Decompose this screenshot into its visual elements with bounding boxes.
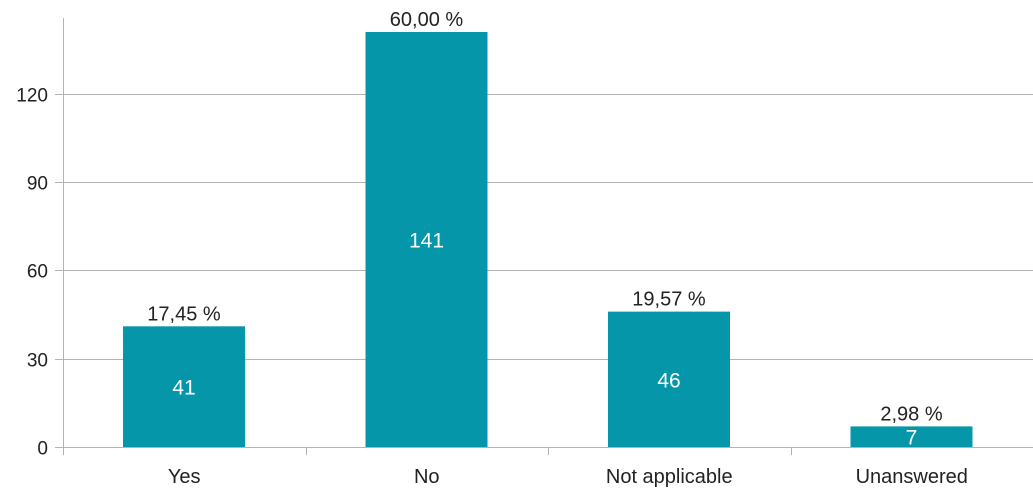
bars	[123, 32, 973, 447]
bar	[123, 326, 245, 447]
bar-percent-label: 17,45 %	[147, 303, 221, 325]
bar-value-label: 41	[172, 377, 195, 400]
y-tick-label: 90	[27, 174, 48, 195]
bar-percent-label: 2,98 %	[880, 403, 942, 425]
y-tick-label: 0	[37, 439, 48, 460]
x-category-label: Unanswered	[856, 466, 968, 488]
bar	[850, 426, 973, 447]
y-tick-label: 30	[27, 351, 48, 372]
y-tick-label: 120	[16, 86, 48, 107]
axes	[55, 18, 1033, 455]
grid-lines	[63, 94, 1033, 360]
bar-value-label: 46	[657, 369, 680, 392]
x-category-label: Not applicable	[606, 466, 733, 488]
x-category-label: No	[414, 466, 440, 488]
labels: 0 30 60 90 120 41 17,45 % Yes 141 60,00 % No 46 19,5…	[16, 9, 968, 488]
bar-value-label: 141	[409, 230, 444, 253]
x-category-label: Yes	[168, 466, 201, 488]
bar-value-label: 7	[906, 427, 918, 450]
y-tick-label: 60	[27, 262, 48, 283]
bar	[608, 311, 730, 447]
bar-percent-label: 19,57 %	[632, 289, 706, 311]
bar	[365, 32, 488, 447]
bar-percent-label: 60,00 %	[390, 9, 464, 31]
